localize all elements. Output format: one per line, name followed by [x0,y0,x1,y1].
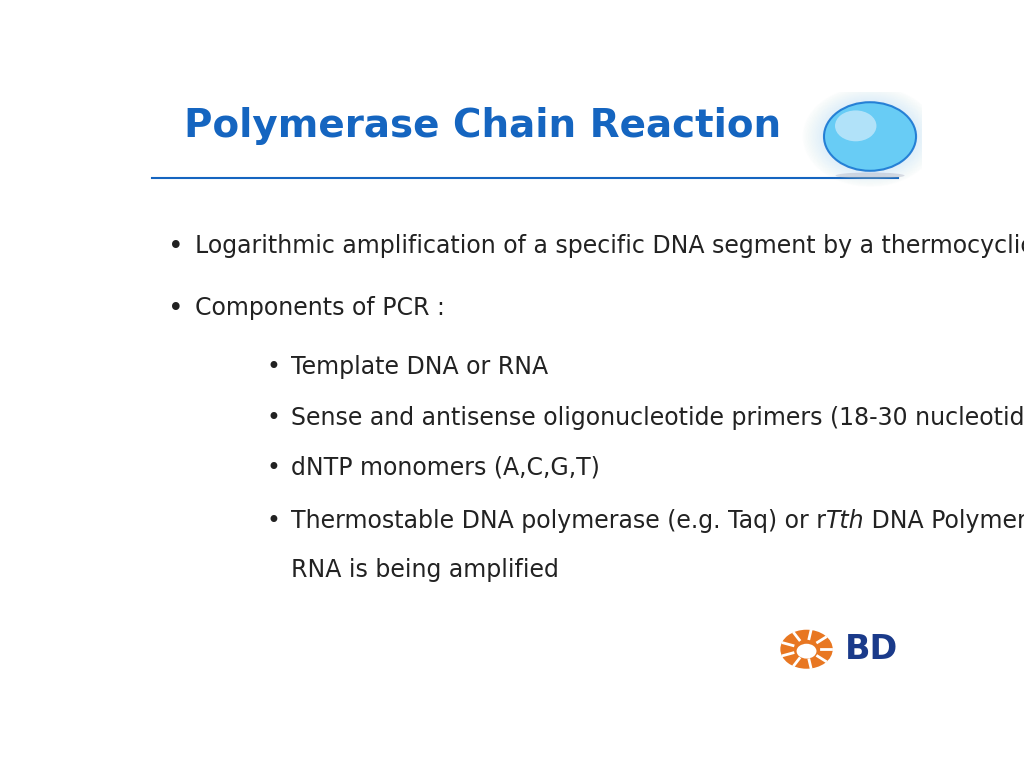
Text: Thermostable DNA polymerase (e.g. Taq) or r: Thermostable DNA polymerase (e.g. Taq) o… [291,509,825,533]
Text: DNA Polymerase in case: DNA Polymerase in case [864,509,1024,533]
Text: RNA is being amplified: RNA is being amplified [291,558,558,581]
Text: Template DNA or RNA: Template DNA or RNA [291,356,548,379]
Text: •: • [267,356,281,379]
Text: BD: BD [845,633,898,666]
Ellipse shape [836,173,904,179]
Circle shape [835,111,877,141]
Text: Polymerase Chain Reaction: Polymerase Chain Reaction [183,108,780,145]
Text: dNTP monomers (A,C,G,T): dNTP monomers (A,C,G,T) [291,456,600,480]
Text: •: • [168,296,183,323]
Text: Logarithmic amplification of a specific DNA segment by a thermocyclic reaction: Logarithmic amplification of a specific … [196,234,1024,258]
Text: •: • [267,456,281,480]
Text: Sense and antisense oligonucleotide primers (18-30 nucleotides): Sense and antisense oligonucleotide prim… [291,406,1024,429]
Circle shape [780,630,833,669]
Text: •: • [267,406,281,429]
Circle shape [797,644,816,659]
Text: Components of PCR :: Components of PCR : [196,296,445,320]
Text: •: • [168,234,183,260]
Text: Tth: Tth [825,509,864,533]
Text: •: • [267,509,281,533]
Circle shape [824,102,916,170]
